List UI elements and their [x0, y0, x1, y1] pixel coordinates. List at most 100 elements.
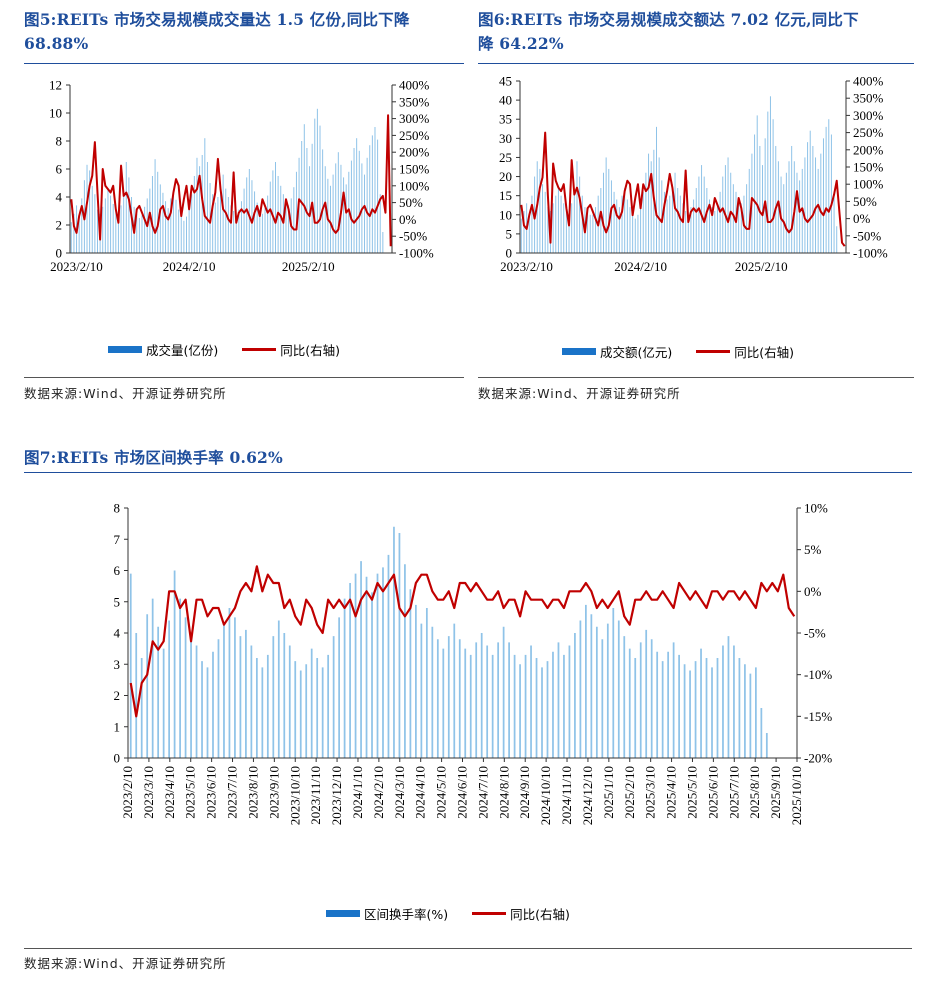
bar-mark	[601, 639, 604, 758]
bar-mark	[783, 184, 785, 253]
right-tick-label: 0%	[804, 584, 822, 599]
bar-mark	[190, 636, 192, 759]
bar-mark	[382, 567, 384, 759]
x-tick-label: 2023/8/10	[245, 766, 260, 819]
yoy-line	[520, 131, 846, 247]
bar-mark	[767, 111, 769, 253]
x-tick-label: 2025/6/10	[705, 766, 720, 819]
bar-mark	[799, 180, 801, 253]
x-tick-label: 2024/6/10	[455, 766, 470, 819]
fig6-chart: 0 5 10 15 20 25 30 35 40 45 -100% -50% 0% 50% 100% 150%…	[499, 74, 888, 275]
left-tick-label: 0	[506, 246, 513, 261]
bar-mark	[275, 162, 276, 253]
bar-mark	[350, 160, 352, 253]
bar-mark	[309, 166, 311, 253]
bar-mark	[613, 191, 615, 253]
bar-mark	[303, 124, 305, 253]
x-tick-label: 2025/8/10	[747, 766, 762, 819]
bar-mark	[123, 192, 125, 253]
bar-mark	[128, 177, 130, 253]
x-tick-label: 2023/10/10	[287, 766, 302, 825]
bar-mark	[693, 199, 695, 253]
bar-mark	[642, 191, 644, 253]
bar-mark	[149, 188, 151, 253]
bar-mark	[151, 598, 154, 759]
bar-mark	[772, 119, 774, 253]
bar-mark	[491, 654, 494, 759]
bar-mark	[154, 159, 156, 253]
bar-mark	[542, 184, 544, 253]
bar-mark	[769, 96, 771, 253]
bar-mark	[431, 626, 434, 758]
bar-mark	[151, 176, 153, 253]
bar-mark	[530, 645, 532, 758]
left-tick-label: 25	[499, 150, 512, 165]
fig5-chart: 0 2 4 6 8 10 12 -100% -50% 0% 50% 100%150% 200% 250% 3…	[49, 78, 434, 275]
x-tick-label: 2025/5/10	[684, 766, 699, 819]
fig7-chart: 0 1 2 3 4 5 6 7 8 -20% -15% -10% -5% 0% 5% 10% 2023/2/10…	[114, 501, 833, 826]
bar-mark	[246, 177, 248, 253]
bar-mark	[332, 636, 335, 759]
bar-mark	[175, 199, 177, 253]
bar-mark	[595, 626, 598, 758]
bar-mark	[204, 138, 206, 253]
bar-mark	[138, 218, 140, 253]
bar-mark	[170, 198, 172, 253]
right-tick-label: 350%	[399, 94, 430, 109]
bar-mark	[165, 201, 167, 253]
right-tick-label: -5%	[804, 626, 826, 641]
bar-mark	[321, 667, 324, 759]
bar-mark	[618, 207, 620, 253]
bar-mark	[836, 226, 838, 253]
bar-mark	[420, 623, 423, 759]
left-tick-label: 20	[499, 169, 512, 184]
bar-mark	[353, 148, 355, 253]
bar-mark	[217, 639, 220, 758]
bar-mark	[791, 145, 793, 253]
bar-mark	[379, 194, 381, 253]
right-tick-label: 150%	[399, 162, 430, 177]
bar-mark	[146, 614, 149, 758]
bar-mark	[671, 184, 673, 253]
bar-mark	[606, 623, 609, 759]
bar-mark	[833, 191, 835, 253]
bar-mark	[812, 145, 814, 253]
bar-mark	[212, 194, 214, 253]
bar-mark	[628, 648, 631, 759]
bar-mark	[256, 202, 258, 253]
bar-mark	[830, 134, 832, 253]
left-tick-label: 35	[499, 112, 512, 127]
bar-mark	[748, 168, 750, 253]
right-tick-label: 5%	[804, 542, 822, 557]
bar-mark	[212, 651, 214, 758]
right-tick-label: 300%	[399, 111, 430, 126]
bar-mark	[677, 188, 679, 253]
bar-mark	[634, 218, 636, 253]
bar-mark	[234, 617, 236, 759]
bar-mark	[364, 174, 366, 253]
bar-mark	[749, 673, 752, 759]
bar-mark	[243, 188, 245, 253]
bar-mark	[796, 172, 798, 253]
bar-mark	[825, 126, 827, 253]
bar-mark	[563, 654, 565, 759]
bar-mark	[744, 664, 746, 758]
fig6-title: 图6:REITs 市场交易规模成交额达 7.02 亿元,同比下 降 64.22%	[478, 10, 859, 53]
bar-mark	[107, 188, 109, 253]
bar-mark	[110, 195, 112, 253]
fig7-legend: 区间换手率(%) 同比(右轴)	[326, 904, 588, 923]
bar-mark	[571, 203, 573, 253]
x-tick-label: 2024/8/10	[496, 766, 511, 819]
bar-mark	[250, 645, 253, 758]
bar-mark	[714, 210, 716, 253]
legend-bar-label: 区间换手率(%)	[364, 907, 449, 922]
bar-mark	[230, 205, 232, 253]
left-tick-label: 4	[56, 190, 63, 205]
bar-mark	[624, 188, 626, 253]
x-tick-label: 2024/11/10	[559, 766, 574, 825]
bar-mark	[102, 206, 104, 253]
x-tick-label: 2025/2/10	[735, 259, 788, 274]
right-tick-label: 50%	[853, 194, 877, 209]
bar-mark	[112, 204, 114, 253]
bar-mark	[711, 207, 713, 253]
